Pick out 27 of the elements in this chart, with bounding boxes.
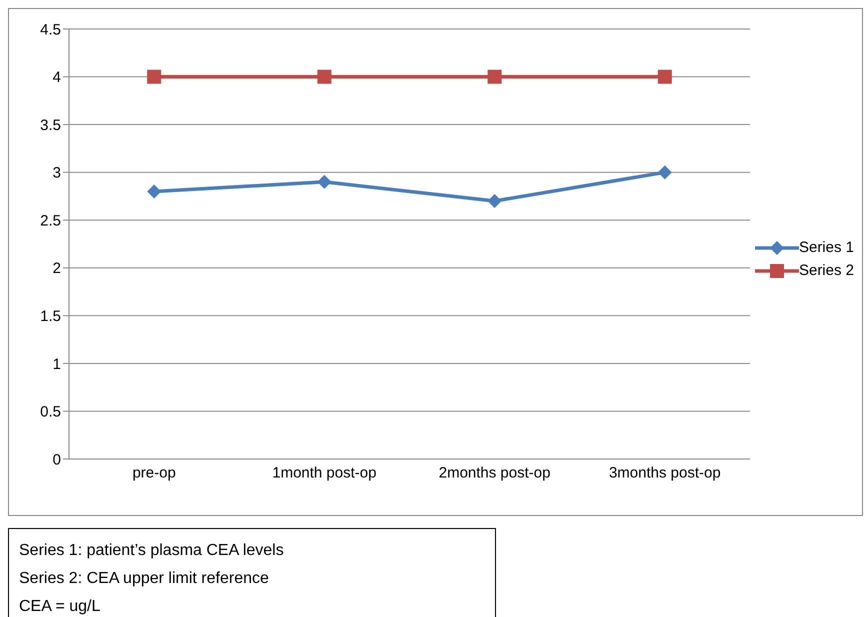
point bbox=[658, 165, 672, 180]
y-tick-label: 0 bbox=[52, 451, 61, 468]
y-tick-label: 4 bbox=[52, 69, 61, 86]
point bbox=[317, 174, 332, 189]
point bbox=[147, 70, 162, 84]
legend-label: Series 1 bbox=[798, 239, 854, 256]
x-tick-label: 2months post-op bbox=[438, 464, 550, 482]
point bbox=[488, 70, 502, 84]
legend-label: Series 2 bbox=[798, 262, 854, 279]
y-tick-label: 2.5 bbox=[40, 212, 61, 230]
point bbox=[147, 184, 162, 198]
point bbox=[488, 194, 502, 208]
y-tick-label: 4.5 bbox=[40, 21, 61, 38]
y-tick-label: 1 bbox=[52, 356, 61, 373]
text: CEA = ug/L bbox=[19, 597, 102, 617]
y-tick-label: 3.5 bbox=[40, 116, 61, 134]
x-tick-label: pre-op bbox=[132, 464, 176, 482]
y-tick-label: 0.5 bbox=[40, 404, 61, 421]
point bbox=[658, 70, 672, 84]
text: Series 2: CEA upper limit reference bbox=[19, 569, 270, 589]
y-tick-label: 3 bbox=[52, 164, 61, 182]
text: Series 1: patient’s plasma CEA levels bbox=[19, 541, 285, 561]
point bbox=[317, 70, 332, 84]
x-tick-label: 1month post-op bbox=[272, 464, 376, 482]
y-tick-label: 2 bbox=[52, 260, 61, 278]
y-tick-label: 1.5 bbox=[40, 308, 61, 325]
x-tick-label: 3months post-op bbox=[608, 464, 721, 482]
